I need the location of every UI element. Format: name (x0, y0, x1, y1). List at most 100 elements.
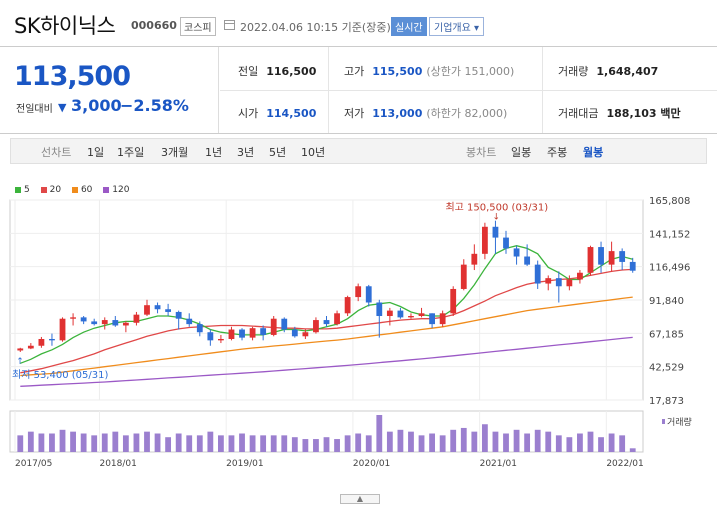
volume-bar (619, 435, 626, 452)
volume-legend-swatch (662, 419, 665, 424)
candle-body (629, 261, 636, 271)
volume-bar (334, 439, 340, 452)
candle-body (598, 247, 604, 265)
tab-1y[interactable]: 1년 (205, 146, 223, 159)
stats-table: 전일 116,500 고가 115,500 (상한가 151,000) 거래량 1,64… (220, 47, 717, 133)
candle-body (281, 318, 288, 330)
volume-bar (112, 431, 119, 452)
y-tick-label: 91,840 (649, 296, 684, 307)
candle-body (418, 313, 425, 317)
low-arrow: ↑ (16, 357, 24, 367)
stock-name[interactable]: SK하이닉스 (14, 14, 116, 38)
candle-body (513, 248, 520, 257)
volume-bar (291, 437, 298, 452)
candle-body (122, 322, 129, 326)
candle-body (334, 313, 340, 325)
candle-body (376, 302, 383, 317)
tab-weekly[interactable]: 주봉 (547, 146, 568, 159)
price-change-pct: −2.58% (120, 96, 189, 115)
candle-body (270, 318, 277, 335)
candle-body (619, 251, 626, 262)
legend-ma60: 60 (71, 185, 92, 195)
volume-bar (27, 431, 34, 452)
ma20-line (20, 268, 633, 374)
volume-bar (196, 435, 203, 452)
candle-chart-label: 봉차트 (466, 146, 497, 159)
tab-monthly[interactable]: 월봉 (583, 146, 604, 159)
candle-body (133, 314, 140, 323)
volume-bar (144, 431, 150, 452)
tab-5y[interactable]: 5년 (269, 146, 287, 159)
current-price: 113,500 (14, 61, 131, 92)
volume-bar (249, 435, 256, 452)
volume-bar (344, 435, 351, 452)
candle-body (534, 264, 541, 284)
chart-period-tabs: 선차트 1일 1주일 3개월 1년 3년 5년 10년 봉차트 일봉 주봉 월봉 (10, 138, 707, 164)
candle-body (239, 329, 245, 338)
tab-3m[interactable]: 3개월 (161, 146, 189, 159)
x-tick-label: 2020/01 (353, 459, 390, 469)
y-tick-label: 42,529 (649, 363, 684, 374)
stock-header: SK하이닉스 000660 코스피 2022.04.06 10:15 기준(장중… (0, 0, 717, 46)
tab-3y[interactable]: 3년 (237, 146, 255, 159)
candle-body (91, 321, 98, 325)
candle-body (101, 320, 108, 325)
candle-body (323, 320, 330, 325)
volume-bar (186, 435, 193, 452)
stat-open: 시가 114,500 (238, 107, 317, 120)
volume-label: 거래량 (667, 416, 692, 428)
y-tick-label: 116,496 (649, 263, 690, 274)
tab-1w[interactable]: 1주일 (117, 146, 145, 159)
legend-ma120: 120 (103, 185, 129, 195)
calendar-icon (224, 20, 235, 30)
volume-bar (598, 437, 604, 452)
x-tick-label: 2021/01 (480, 459, 517, 469)
stat-prev-close: 전일 116,500 (238, 65, 317, 78)
candle-body (397, 310, 404, 318)
volume-bar (503, 433, 509, 452)
volume-bar (355, 433, 362, 452)
candle-body (566, 279, 573, 287)
volume-bar (408, 431, 414, 452)
y-tick-label: 141,152 (649, 229, 690, 240)
divider (0, 133, 717, 134)
candle-body (218, 338, 224, 341)
x-tick-label: 2018/01 (99, 459, 136, 469)
candle-body (313, 320, 319, 333)
candle-body (154, 305, 161, 310)
stock-code: 000660 (131, 19, 177, 32)
tab-1d[interactable]: 1일 (87, 146, 105, 159)
volume-bar (281, 435, 288, 452)
volume-bar (555, 435, 562, 452)
candle-body (260, 328, 267, 335)
volume-bar (207, 431, 214, 452)
volume-bar (175, 433, 182, 452)
volume-bar (101, 433, 108, 452)
high-arrow: ↓ (492, 213, 500, 223)
volume-bar (386, 431, 393, 452)
volume-bar (513, 429, 520, 452)
candle-body (524, 256, 531, 265)
price-chart[interactable]: 165,808 141,152 116,496 91,840 67,185 42,529 1… (0, 190, 717, 495)
volume-bar (260, 435, 267, 452)
volume-bar (376, 415, 383, 452)
down-arrow-icon: ▼ (58, 101, 67, 114)
volume-bar (418, 435, 425, 452)
tab-10y[interactable]: 10년 (301, 146, 326, 159)
y-tick-label: 165,808 (649, 196, 690, 207)
volume-bar (154, 433, 161, 452)
ma5-line (20, 245, 633, 364)
chart-scroll-handle[interactable]: ▲ (340, 494, 380, 504)
volume-bar (365, 435, 372, 452)
stat-high: 고가 115,500 (상한가 151,000) (344, 65, 515, 78)
candle-body (344, 297, 351, 314)
candle-body (439, 313, 446, 325)
candle-body (608, 251, 615, 265)
volume-bar (534, 429, 541, 452)
volume-bar (38, 433, 45, 452)
volume-bar (270, 435, 277, 452)
company-overview-dropdown[interactable]: 기업개요 ▾ (429, 17, 484, 36)
tab-daily[interactable]: 일봉 (511, 146, 532, 159)
candle-body (355, 286, 362, 298)
realtime-button[interactable]: 실시간 (391, 17, 427, 36)
